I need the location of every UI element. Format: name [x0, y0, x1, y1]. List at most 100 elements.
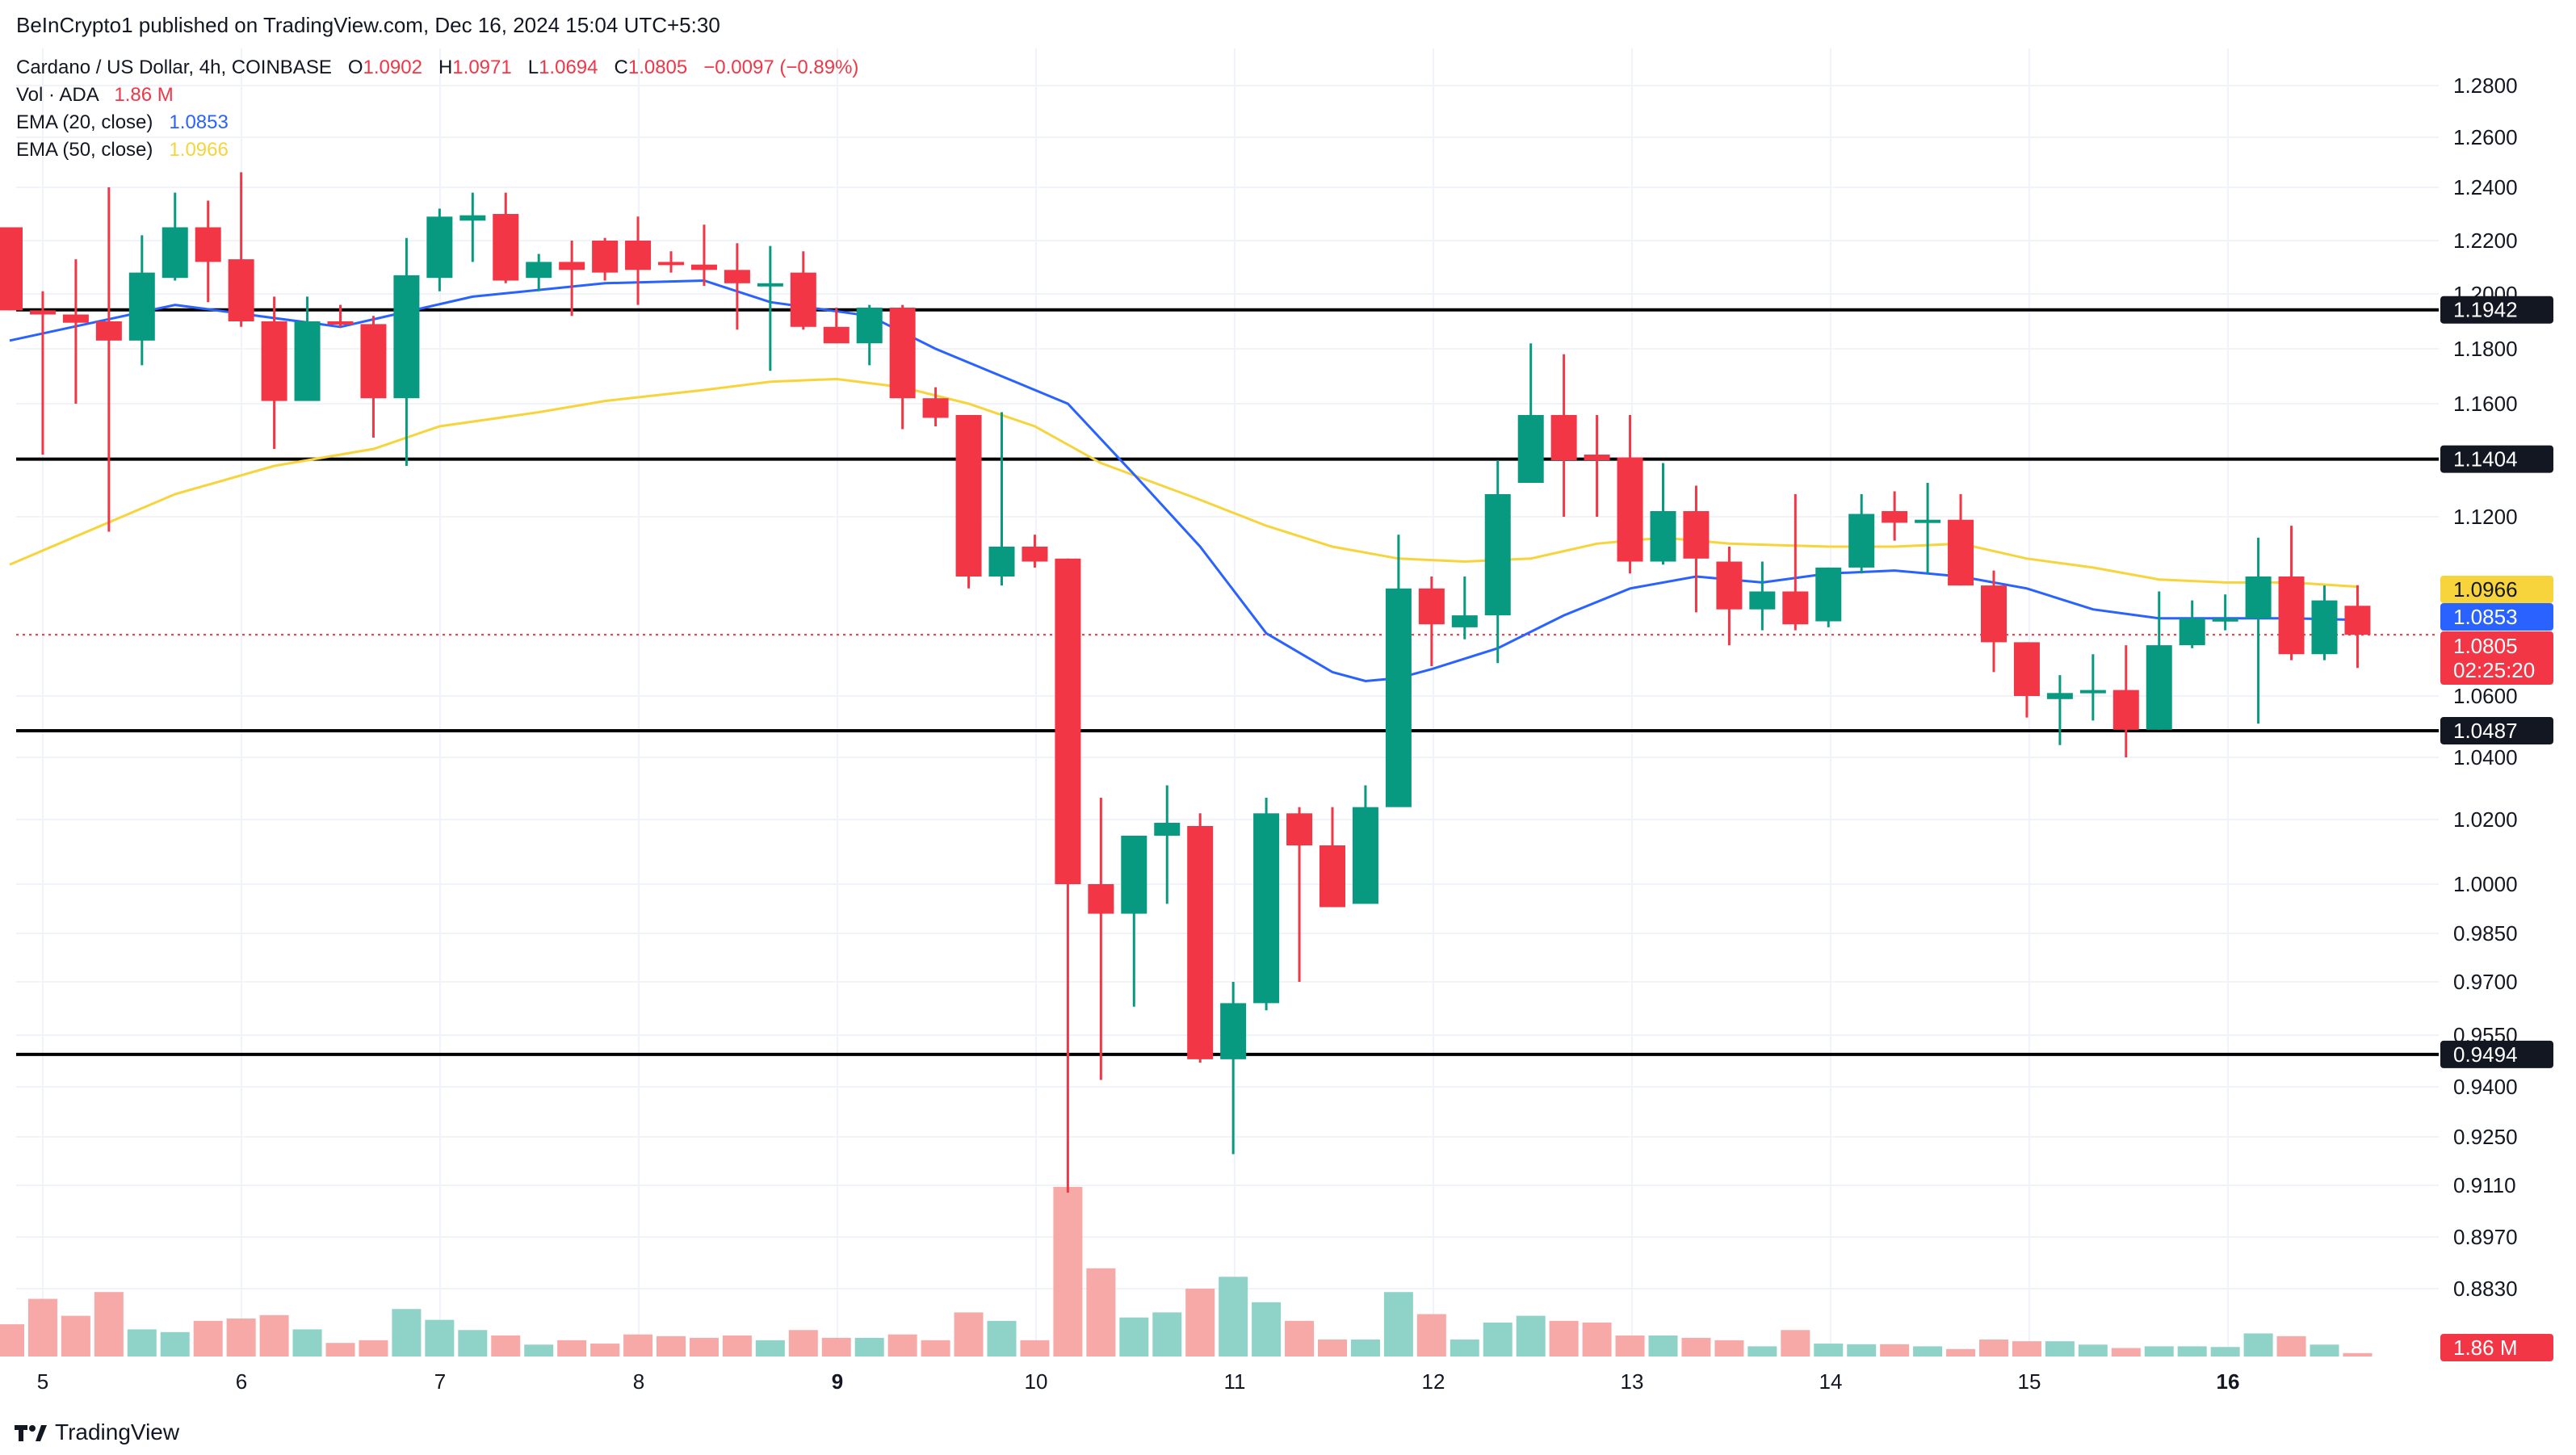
candle-body [2112, 690, 2139, 730]
ema50-line [9, 377, 2358, 589]
volume-bar [2310, 1344, 2339, 1356]
candle [95, 187, 122, 532]
candle [360, 316, 387, 438]
high-value: 1.0971 [452, 57, 512, 78]
volume-bar [1516, 1315, 1546, 1356]
candle [128, 235, 155, 366]
volume-bar [954, 1312, 984, 1356]
price-tick-label: 0.8830 [2453, 1277, 2518, 1301]
candle-body [2013, 642, 2040, 696]
candle [856, 304, 883, 366]
candle [1055, 558, 1081, 1193]
volume-bar [94, 1292, 124, 1356]
time-tick-label: 12 [1421, 1369, 1445, 1394]
candle [955, 415, 982, 589]
candle-body [2344, 606, 2371, 635]
countdown-tag: 02:25:20 [2453, 658, 2535, 682]
volume-value: 1.86 M [114, 84, 174, 106]
volume-bar [325, 1343, 355, 1356]
volume-bar [987, 1320, 1017, 1356]
candle [393, 237, 420, 466]
candle-body [1484, 494, 1511, 616]
level-price-tag: 0.9494 [2453, 1042, 2518, 1067]
candle-body [1418, 588, 1445, 625]
volume-bar [127, 1329, 157, 1356]
price-tick-label: 1.0400 [2453, 745, 2518, 769]
volume-bar [1416, 1314, 1446, 1356]
candle [1121, 836, 1147, 1007]
volume-tag: 1.86 M [2453, 1335, 2518, 1360]
price-axis[interactable]: 1.28001.26001.24001.22001.20001.18001.16… [2440, 73, 2553, 1361]
candle [2179, 600, 2205, 648]
volume-bar [590, 1344, 620, 1356]
candle-body [1882, 511, 1908, 523]
volume-bar [1483, 1323, 1512, 1356]
candle-body [162, 227, 188, 279]
candle-body [1187, 826, 1214, 1059]
volume-bar [1781, 1330, 1810, 1356]
candle [62, 259, 89, 404]
candle-body [823, 326, 850, 344]
support-resistance-lines [16, 308, 2439, 1056]
candle [1022, 535, 1048, 568]
volume-bar [1119, 1317, 1149, 1356]
volume-bar [689, 1337, 719, 1356]
volume-bar [1020, 1340, 1050, 1356]
candle [823, 308, 850, 344]
level-price-tag-bg [2440, 296, 2553, 324]
candle [1187, 813, 1214, 1063]
candle-body [2212, 618, 2238, 622]
candle [724, 243, 750, 330]
candle-body [1617, 457, 1643, 562]
candle-body [1915, 519, 1941, 523]
chart-grid [16, 48, 2439, 1356]
volume-bar [392, 1309, 422, 1356]
candle-body [1121, 836, 1147, 914]
candle-body [2079, 690, 2106, 694]
candle-body [1319, 845, 1345, 908]
candle [922, 387, 949, 426]
price-tick-label: 1.2200 [2453, 229, 2518, 253]
candle [1253, 798, 1280, 1011]
candle [526, 254, 552, 291]
candle [2344, 585, 2371, 669]
candle-body [327, 321, 354, 325]
volume-bar [1549, 1320, 1579, 1356]
candle [592, 237, 619, 281]
candle [1220, 982, 1247, 1155]
candle [426, 208, 453, 291]
volume-bar [292, 1329, 322, 1356]
volume-bar [1185, 1289, 1215, 1356]
candle [1418, 577, 1445, 666]
candle-body [690, 264, 717, 270]
price-tick-label: 0.9250 [2453, 1125, 2518, 1149]
candle [1683, 485, 1710, 613]
tradingview-logo[interactable]: TradingView [15, 1419, 179, 1445]
price-tick-label: 1.2600 [2453, 125, 2518, 149]
volume-bar [1714, 1340, 1744, 1356]
volume-bar [2210, 1347, 2240, 1356]
ema50-price-tag-bg [2440, 576, 2553, 603]
level-price-tag-bg [2440, 716, 2553, 744]
candle-body [1451, 615, 1478, 627]
candle-body [856, 308, 883, 344]
price-tick-label: 0.9400 [2453, 1075, 2518, 1099]
close-label: C [614, 57, 628, 78]
volume-bar [722, 1335, 752, 1356]
candle [2146, 591, 2172, 730]
candle-body [1981, 585, 2007, 643]
time-tick-label: 14 [1819, 1369, 1842, 1394]
volume-bar [2243, 1333, 2273, 1356]
volume-bar [623, 1334, 653, 1356]
time-axis[interactable]: 5 6 7 8 9 10 11 12 13 14 15 16 [37, 1369, 2240, 1394]
candle [988, 412, 1015, 586]
candlesticks [0, 172, 2371, 1193]
candle [195, 200, 221, 303]
time-tick-label: 16 [2216, 1369, 2239, 1394]
volume-bar [2078, 1344, 2108, 1356]
volume-bar [2045, 1341, 2075, 1356]
candle-body [955, 415, 982, 577]
symbol-legend: Cardano / US Dollar, 4h, COINBASE O1.090… [16, 57, 858, 79]
candle-body [360, 324, 387, 399]
